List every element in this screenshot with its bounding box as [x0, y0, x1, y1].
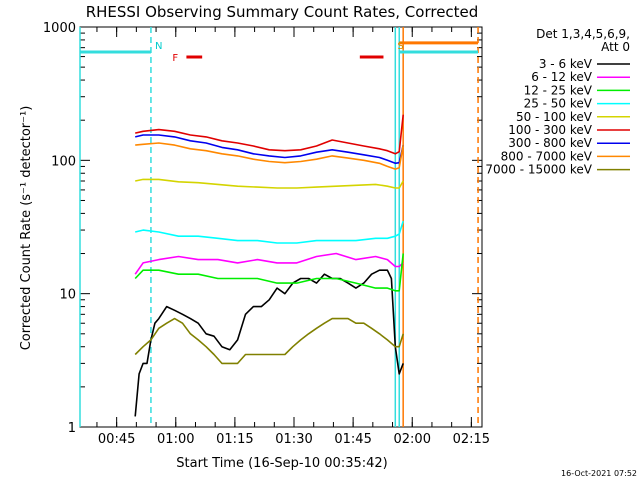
- x-tick-label: 01:30: [275, 432, 312, 447]
- y-tick-label: 100: [51, 154, 76, 169]
- y-tick-label: 1000: [43, 21, 76, 36]
- legend-label-100-300-kev: 100 - 300 keV: [508, 123, 592, 137]
- legend-header-line: Det 1,3,4,5,6,9,: [536, 27, 630, 41]
- series-line-6-12-kev: [134, 252, 404, 275]
- y-axis-label: Corrected Count Rate (s⁻¹ detector⁻¹): [19, 106, 34, 351]
- x-axis-label: Start Time (16-Sep-10 00:35:42): [176, 456, 387, 471]
- series-line-50-100-kev: [135, 178, 404, 189]
- y-tick-label: 10: [59, 288, 76, 303]
- series-line-100-300-kev: [135, 114, 404, 155]
- x-tick-label: 02:15: [453, 432, 490, 447]
- x-tick-label: 00:45: [98, 432, 135, 447]
- x-tick-label: 01:00: [157, 432, 194, 447]
- flag-n: N: [155, 41, 162, 52]
- x-tick-label: 01:15: [216, 432, 253, 447]
- legend-label-12-25-kev: 12 - 25 keV: [524, 83, 593, 97]
- series-line-800-7000-kev: [135, 142, 404, 170]
- series-line-12-25-kev: [134, 253, 404, 292]
- legend-label-7000-15000-kev: 7000 - 15000 keV: [485, 163, 592, 177]
- x-tick-label: 01:45: [334, 432, 371, 447]
- legend-label-50-100-kev: 50 - 100 keV: [516, 110, 593, 124]
- legend-label-6-12-kev: 6 - 12 keV: [531, 70, 593, 84]
- series-line-3-6-kev: [134, 269, 404, 417]
- plot-frame: [79, 26, 483, 428]
- chart-title: RHESSI Observing Summary Count Rates, Co…: [86, 3, 479, 21]
- series-line-25-50-kev: [135, 220, 404, 244]
- y-tick-label: 1: [68, 421, 76, 436]
- legend-header-line: Att 0: [601, 40, 630, 54]
- legend-label-25-50-kev: 25 - 50 keV: [524, 97, 593, 111]
- legend-label-800-7000-kev: 800 - 7000 keV: [501, 149, 593, 163]
- plot-area: 1 10 100 1000 00:45 01:00 01:15 01:30 01:45 02:00…: [43, 21, 490, 447]
- series-line-300-800-kev: [135, 134, 404, 165]
- x-tick-label: 02:00: [394, 432, 431, 447]
- flag-s: S: [397, 41, 403, 52]
- timestamp: 16-Oct-2021 07:52: [561, 469, 637, 478]
- flare-flag-label: F: [172, 53, 178, 64]
- legend-label-300-800-kev: 300 - 800 keV: [508, 136, 592, 150]
- legend-label-3-6-kev: 3 - 6 keV: [539, 57, 593, 71]
- series-line-7000-15000-kev: [134, 317, 404, 365]
